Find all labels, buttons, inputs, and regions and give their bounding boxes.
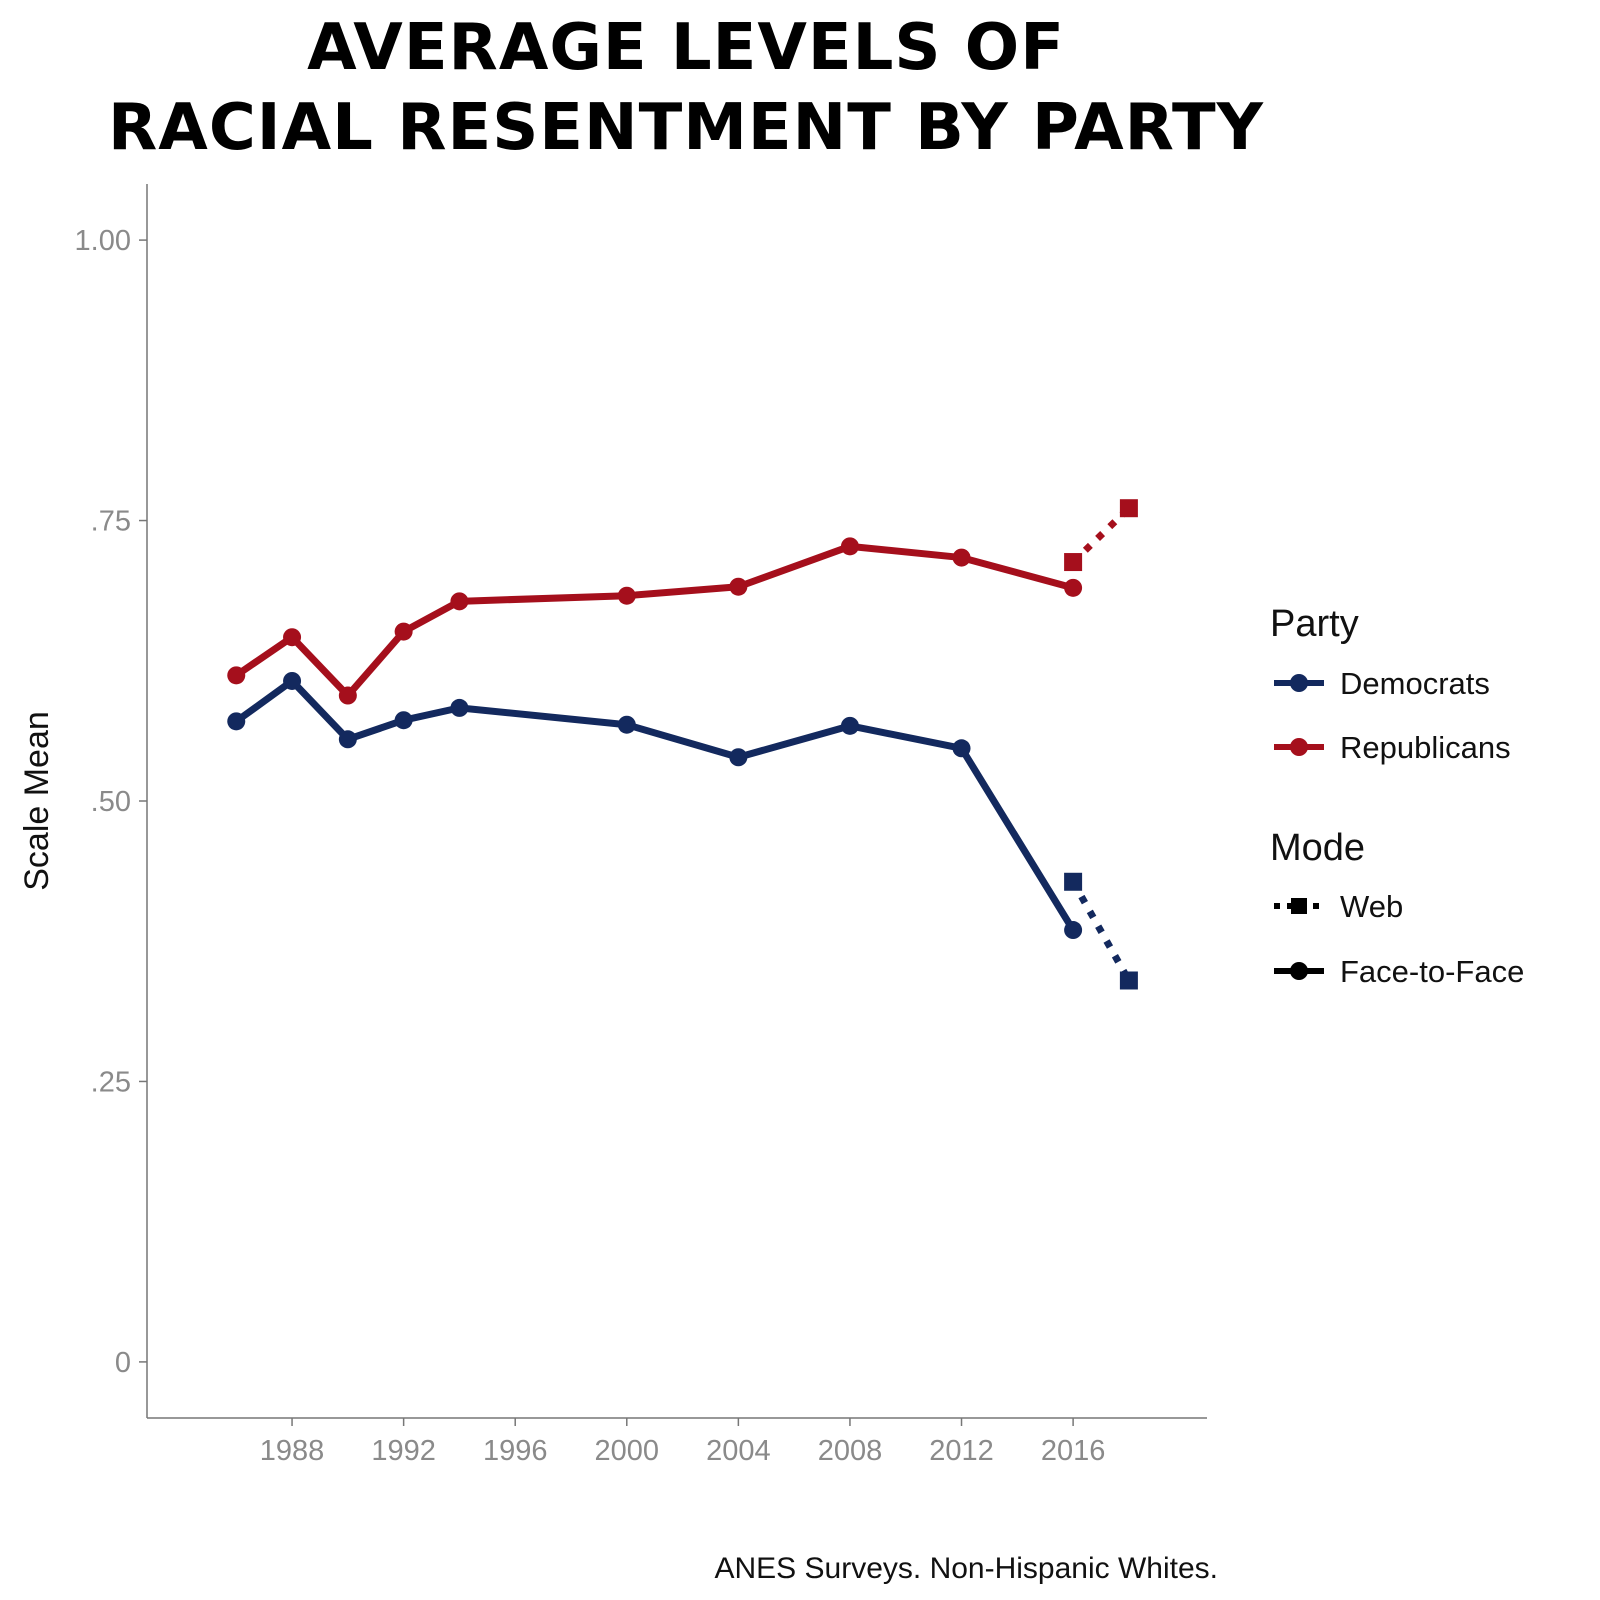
data-point: [1064, 578, 1083, 597]
data-point: [338, 730, 357, 749]
x-tick-label: 2008: [818, 1435, 883, 1467]
legend-item-web: Web: [1274, 889, 1403, 924]
chart-title-line-1: AVERAGE LEVELS OF: [307, 11, 1065, 85]
y-tick-label: .50: [91, 786, 131, 818]
y-axis-title: Scale Mean: [18, 711, 56, 891]
axes: [146, 184, 1207, 1419]
legend-democrats-marker: [1290, 674, 1308, 692]
data-point: [729, 748, 748, 767]
x-tick-label: 2004: [706, 1435, 771, 1467]
data-point: [952, 739, 971, 758]
legend-party-title: Party: [1270, 603, 1359, 645]
x-tick-label: 2016: [1041, 1435, 1106, 1467]
legend-item-republicans: Republicans: [1274, 730, 1511, 765]
x-tick-label: 1996: [483, 1435, 548, 1467]
data-point: [1064, 872, 1083, 891]
legend-item-democrats: Democrats: [1274, 666, 1490, 701]
data-point: [840, 537, 859, 556]
data-point: [227, 712, 246, 731]
x-tick-label: 2000: [595, 1435, 660, 1467]
data-point: [338, 686, 357, 705]
series-democrats-face-to-face: [227, 671, 1083, 940]
data-point: [1064, 553, 1083, 572]
data-point: [394, 711, 413, 730]
legend: Party Democrats Republicans Mode Web Fac…: [1270, 603, 1524, 989]
data-point: [450, 592, 469, 611]
series-layer: [227, 499, 1138, 990]
legend-mode-title: Mode: [1270, 827, 1365, 869]
series-line-democrats-web: [1070, 880, 1132, 983]
chart-caption: ANES Surveys. Non-Hispanic Whites.: [714, 1552, 1219, 1585]
chart-title: AVERAGE LEVELS OF RACIAL RESENTMENT BY P…: [0, 8, 1372, 168]
data-point: [283, 628, 302, 647]
data-point: [1119, 971, 1138, 990]
legend-democrats-label: Democrats: [1340, 666, 1490, 701]
data-point: [952, 548, 971, 567]
y-tick-label: .75: [91, 506, 131, 538]
data-point: [617, 586, 636, 605]
data-point: [729, 577, 748, 596]
x-tick-label: 2012: [929, 1435, 994, 1467]
y-ticks: 0 .25 .50 .75 1.00: [75, 225, 147, 1379]
legend-web-marker: [1291, 898, 1307, 914]
legend-web-label: Web: [1340, 889, 1403, 924]
series-line-republicans-web: [1070, 505, 1132, 565]
data-point: [1119, 499, 1138, 518]
x-ticks: 1988 1992 1996 2000 2004 2008 2012 2016: [260, 1418, 1106, 1467]
data-point: [1064, 921, 1083, 940]
x-tick-label: 1992: [371, 1435, 436, 1467]
y-tick-label: .25: [91, 1066, 131, 1098]
data-point: [450, 698, 469, 717]
series-line-democrats-face-to-face: [232, 677, 1077, 934]
y-tick-label: 1.00: [75, 225, 131, 257]
x-tick-label: 1988: [260, 1435, 325, 1467]
legend-face-to-face-marker: [1290, 962, 1308, 980]
legend-republicans-label: Republicans: [1340, 730, 1511, 765]
legend-item-face-to-face: Face-to-Face: [1274, 954, 1524, 989]
data-point: [394, 622, 413, 641]
data-point: [227, 666, 246, 685]
series-republicans-face-to-face: [227, 537, 1083, 705]
series-republicans-web: [1064, 499, 1138, 572]
data-point: [617, 715, 636, 734]
legend-face-to-face-label: Face-to-Face: [1340, 954, 1524, 989]
series-democrats-web: [1064, 872, 1138, 990]
data-point: [840, 716, 859, 735]
chart-title-line-2: RACIAL RESENTMENT BY PARTY: [108, 91, 1264, 165]
data-point: [283, 671, 302, 690]
legend-republicans-marker: [1290, 738, 1308, 756]
y-tick-label: 0: [115, 1347, 131, 1379]
series-line-republicans-face-to-face: [232, 542, 1077, 700]
